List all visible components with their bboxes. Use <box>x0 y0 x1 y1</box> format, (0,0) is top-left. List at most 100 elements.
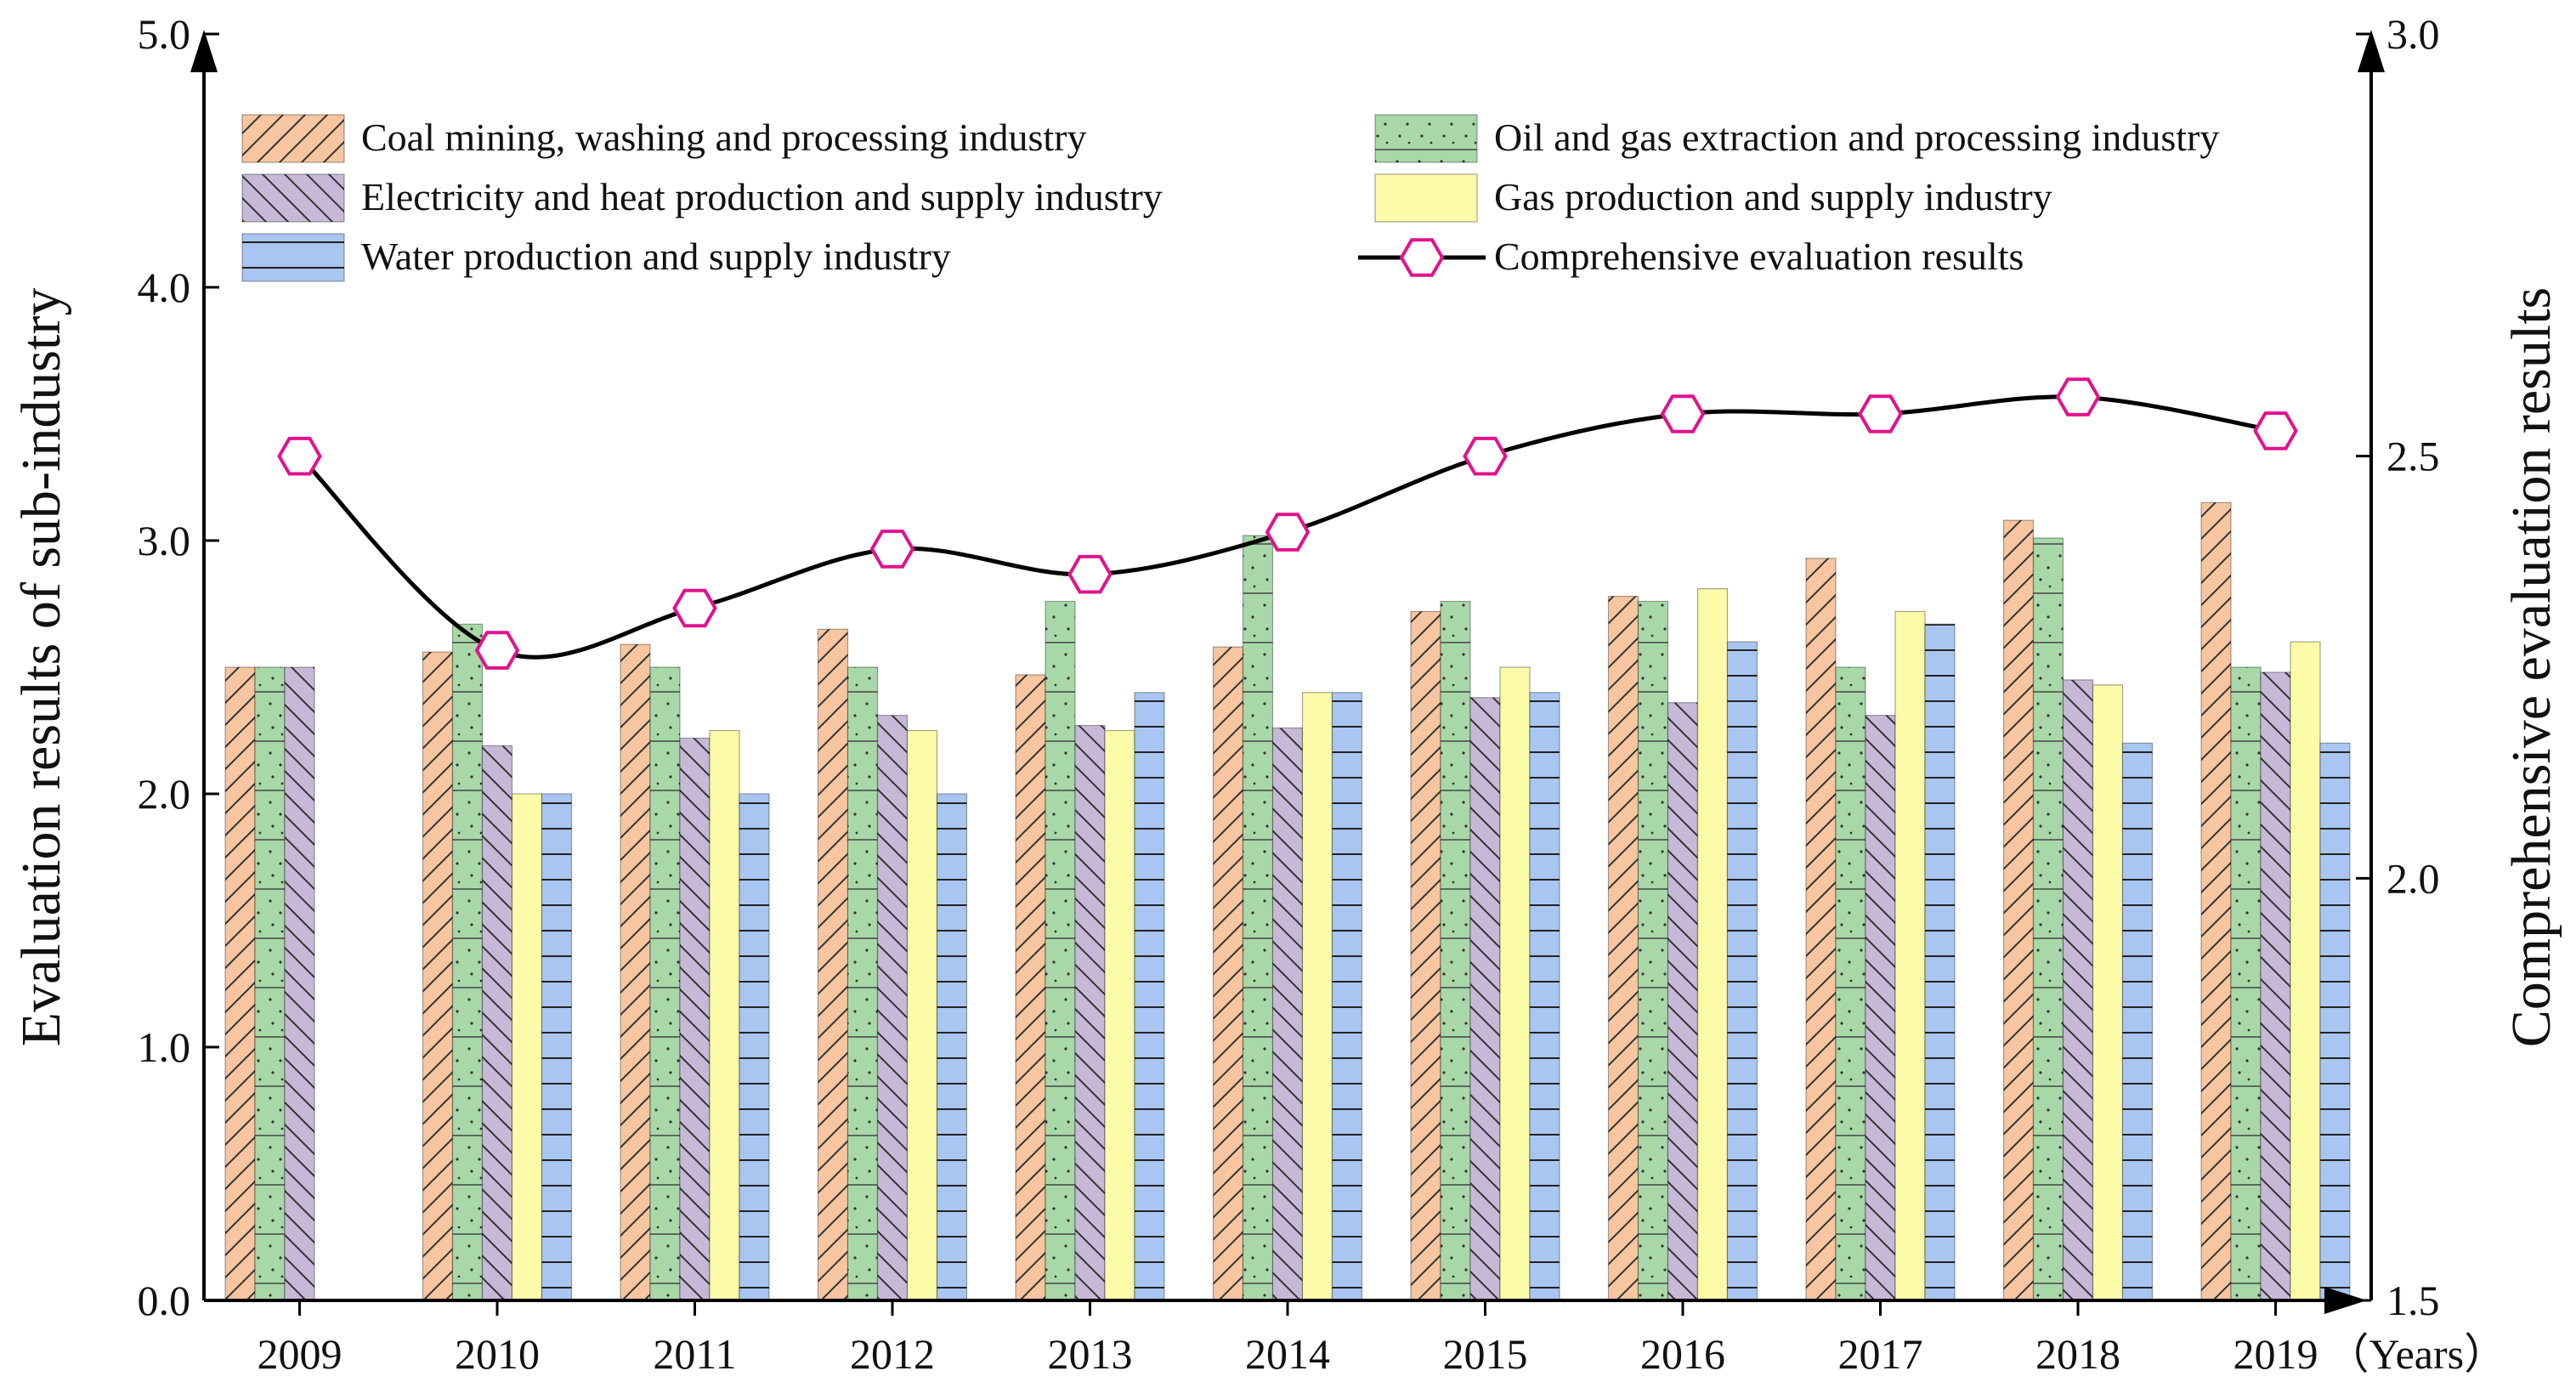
bar-pattern-0-2015 <box>1411 611 1441 1300</box>
line-marker-2009 <box>277 436 322 476</box>
bar-3-2013 <box>1105 730 1135 1300</box>
bar-pattern-0-2019 <box>2201 502 2231 1300</box>
bar-pattern-0-2011 <box>620 644 650 1300</box>
y-tick-label: 5.0 <box>138 10 191 58</box>
legend-label-4: Water production and supply industry <box>361 235 951 278</box>
x-tick-label: 2017 <box>1838 1330 1923 1378</box>
bar-pattern-0-2009 <box>225 667 255 1300</box>
bar-pattern-4-2016 <box>1727 642 1758 1300</box>
bar-pattern-1-2013 <box>1045 601 1075 1300</box>
x-tick-label: 2009 <box>258 1330 343 1378</box>
x-tick-label: 2016 <box>1640 1330 1725 1378</box>
bar-3-2018 <box>2092 684 2123 1300</box>
x-tick-label: 2013 <box>1048 1330 1133 1378</box>
left-axis-arrow <box>190 30 218 72</box>
bar-pattern-2-2015 <box>1470 697 1500 1300</box>
bar-pattern-2-2009 <box>285 667 314 1300</box>
legend-label-3: Gas production and supply industry <box>1494 175 2052 218</box>
legend-swatch-3 <box>1375 174 1477 222</box>
legend-line-marker <box>1399 238 1445 277</box>
bar-pattern-2-2017 <box>1865 715 1895 1300</box>
y-tick-label: 1.0 <box>138 1023 191 1071</box>
y2-tick-label: 1.5 <box>2386 1277 2440 1324</box>
y2-axis-title: Comprehensive evaluation results <box>2500 287 2562 1047</box>
line-marker-2017 <box>1858 394 1903 433</box>
y2-tick-label: 2.5 <box>2386 433 2440 480</box>
line-marker-2013 <box>1067 554 1112 594</box>
legend: Coal mining, washing and processing indu… <box>241 114 2219 282</box>
legend-label-line: Comprehensive evaluation results <box>1494 235 2024 278</box>
bar-pattern-4-2018 <box>2122 743 2153 1300</box>
bar-pattern-1-2011 <box>650 667 680 1300</box>
bar-pattern-0-2010 <box>422 652 453 1300</box>
bar-pattern-1-2015 <box>1441 601 1470 1300</box>
bar-3-2010 <box>512 794 542 1300</box>
legend-swatch-outline-0 <box>241 114 345 163</box>
line-marker-2011 <box>672 588 717 628</box>
bar-3-2012 <box>907 730 937 1300</box>
bar-3-2017 <box>1895 611 1925 1300</box>
bar-pattern-0-2017 <box>1806 558 1836 1300</box>
bar-pattern-1-2018 <box>2033 538 2064 1300</box>
x-tick-label: 2012 <box>850 1330 935 1378</box>
bar-pattern-2-2013 <box>1075 725 1105 1300</box>
bar-pattern-0-2012 <box>818 629 848 1300</box>
line-series-group <box>277 377 2298 670</box>
bar-pattern-1-2017 <box>1836 667 1865 1300</box>
bar-pattern-4-2012 <box>937 794 967 1300</box>
bar-3-2015 <box>1500 667 1530 1300</box>
x-axis-arrow <box>2324 1287 2367 1314</box>
bar-pattern-4-2011 <box>739 794 769 1300</box>
x-tick-label: 2014 <box>1245 1330 1330 1378</box>
legend-label-1: Oil and gas extraction and processing in… <box>1494 116 2219 159</box>
legend-label-2: Electricity and heat production and supp… <box>361 175 1163 218</box>
bar-3-2014 <box>1302 692 1333 1300</box>
line-marker-2012 <box>869 530 915 569</box>
legend-swatch-pattern-1 <box>1375 115 1477 162</box>
line-marker-2019 <box>2253 411 2298 450</box>
bar-pattern-1-2016 <box>1638 601 1668 1300</box>
bars-group <box>224 501 2351 1301</box>
bar-pattern-2-2010 <box>482 745 512 1300</box>
bar-pattern-0-2018 <box>2003 520 2034 1300</box>
bar-pattern-1-2012 <box>847 667 878 1300</box>
x-tick-label: 2010 <box>455 1330 540 1378</box>
bar-pattern-1-2014 <box>1243 535 1273 1300</box>
bar-pattern-2-2014 <box>1272 728 1303 1300</box>
legend-label-0: Coal mining, washing and processing indu… <box>361 116 1086 159</box>
x-tick-label: 2019 <box>2233 1330 2318 1378</box>
legend-swatch-outline-4 <box>241 233 345 282</box>
line-marker-2018 <box>2055 377 2101 416</box>
x-tick-label: 2018 <box>2035 1330 2120 1378</box>
bar-pattern-4-2014 <box>1332 692 1362 1300</box>
bar-pattern-4-2010 <box>541 794 572 1300</box>
bar-pattern-4-2017 <box>1925 624 1955 1300</box>
bar-pattern-1-2019 <box>2231 667 2261 1300</box>
line-marker-2010 <box>474 631 520 670</box>
legend-swatch-pattern-4 <box>242 234 344 281</box>
legend-swatch-pattern-2 <box>242 174 344 222</box>
bar-pattern-2-2012 <box>877 715 908 1300</box>
bar-pattern-2-2016 <box>1667 702 1698 1300</box>
right-axis-arrow <box>2358 30 2385 72</box>
bar-pattern-1-2010 <box>452 624 483 1300</box>
bar-pattern-0-2016 <box>1608 596 1639 1300</box>
line-marker-2016 <box>1660 394 1706 433</box>
legend-swatch-pattern-0 <box>242 115 344 162</box>
x-tick-label: 2015 <box>1443 1330 1528 1378</box>
legend-swatch-outline-2 <box>241 173 345 223</box>
y-tick-label: 2.0 <box>138 770 191 818</box>
y2-tick-label: 2.0 <box>2386 854 2440 902</box>
bar-3-2019 <box>2290 642 2320 1300</box>
y-tick-label: 4.0 <box>138 263 191 311</box>
bar-pattern-1-2009 <box>255 667 285 1300</box>
x-axis-unit-label: （Years） <box>2327 1330 2507 1378</box>
y-axis-title: Evaluation results of sub-industry <box>10 288 72 1047</box>
bar-pattern-2-2011 <box>680 738 710 1300</box>
legend-swatch-outline-3 <box>1374 173 1478 223</box>
bar-pattern-4-2013 <box>1135 692 1164 1300</box>
y2-tick-label: 3.0 <box>2386 10 2440 58</box>
bar-3-2011 <box>710 730 739 1300</box>
bar-pattern-0-2013 <box>1016 674 1045 1300</box>
